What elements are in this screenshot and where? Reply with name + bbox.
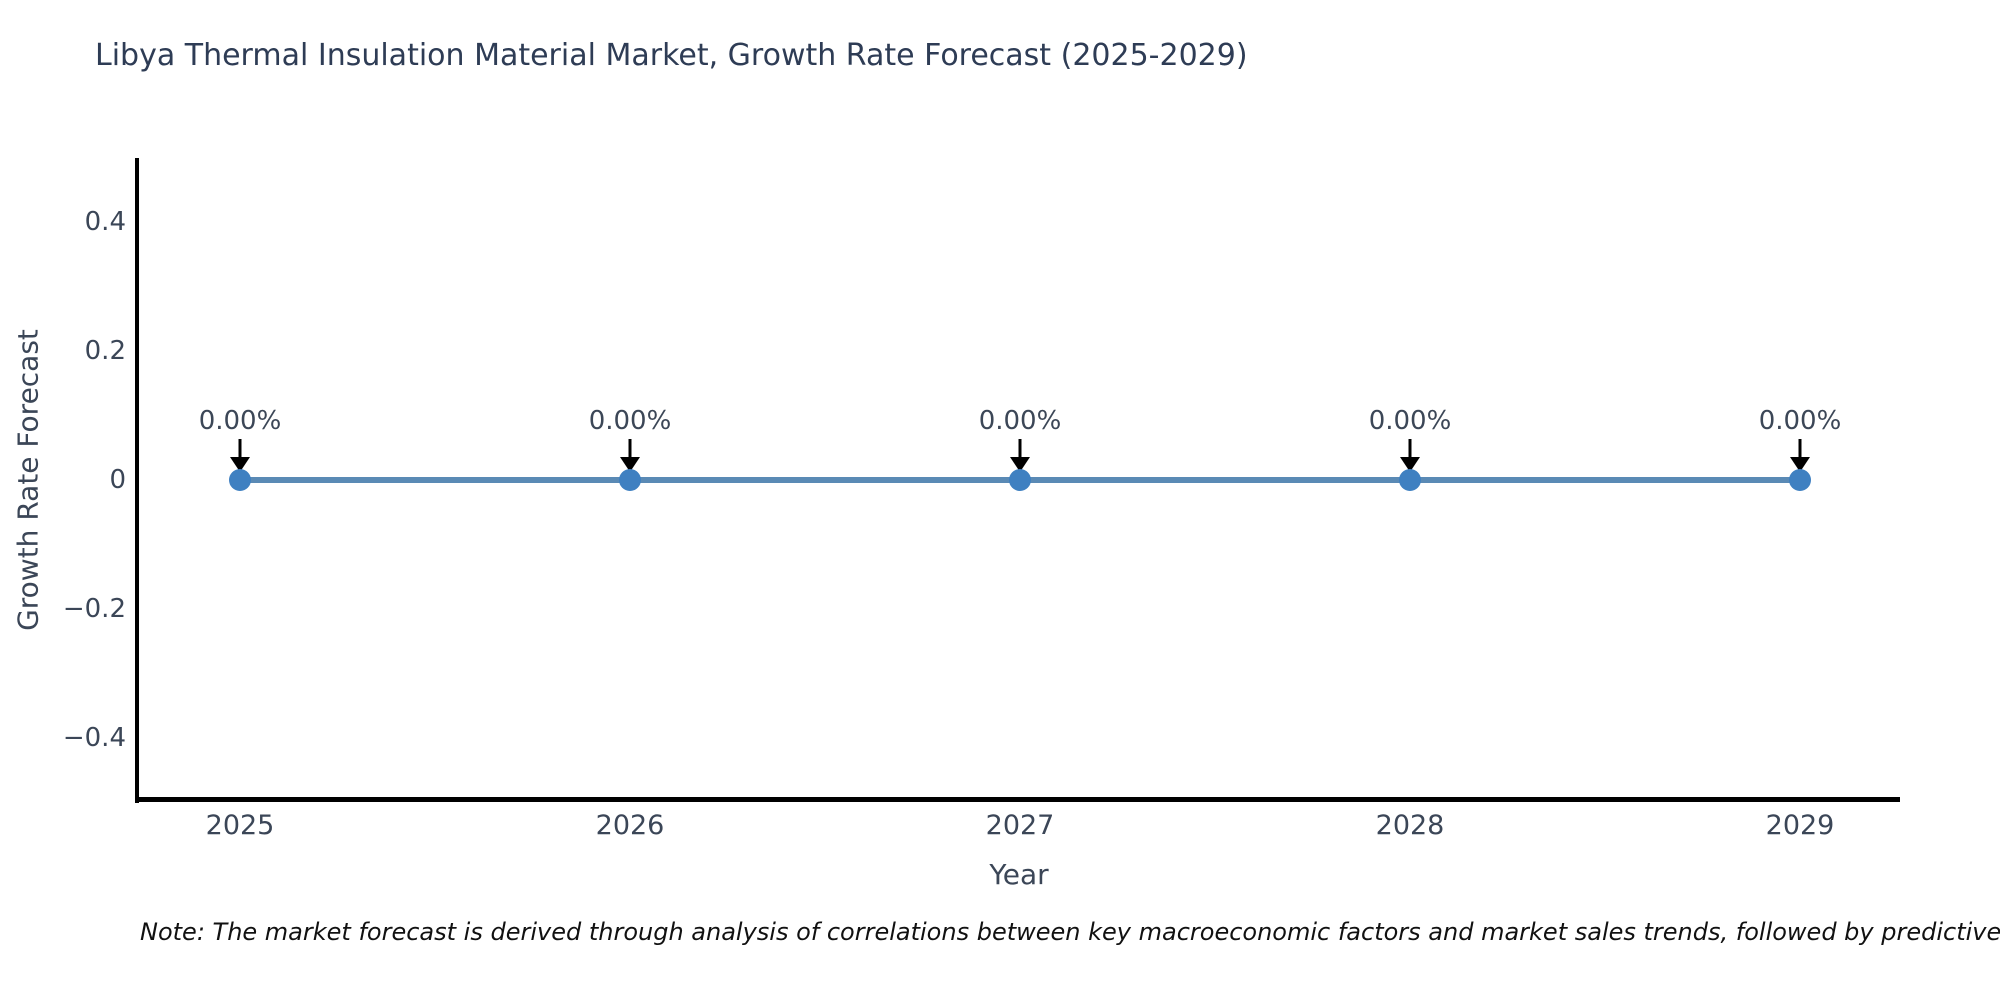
x-tick-label: 2026 [595,810,665,841]
annotation-arrow-stem [628,439,632,459]
x-axis-line [135,797,1900,802]
annotation-arrow-stem [1018,439,1022,459]
annotation-arrow-head [1400,457,1420,472]
chart-title: Libya Thermal Insulation Material Market… [95,38,1248,73]
y-tick-label: −0.4 [62,723,126,753]
point-value-label: 0.00% [588,406,672,436]
point-value-label: 0.00% [978,406,1062,436]
data-point-marker [619,469,641,491]
annotation-arrow-stem [238,439,242,459]
data-point-marker [229,469,251,491]
x-tick-label: 2027 [985,810,1055,841]
data-point-marker [1399,469,1421,491]
x-tick-label: 2029 [1765,810,1835,841]
point-value-label: 0.00% [198,406,282,436]
annotation-arrow-head [230,457,250,472]
x-tick-label: 2028 [1375,810,1445,841]
x-axis-label: Year [989,858,1049,891]
annotation-arrow-head [1010,457,1030,472]
y-tick-label: −0.2 [62,594,126,624]
data-point-marker [1009,469,1031,491]
y-tick-label: 0 [109,465,126,495]
point-value-label: 0.00% [1368,406,1452,436]
x-tick-label: 2025 [205,810,275,841]
point-value-label: 0.00% [1758,406,1842,436]
y-axis-line [135,158,139,803]
annotation-arrow-stem [1408,439,1412,459]
annotation-arrow-head [1790,457,1810,472]
data-point-marker [1789,469,1811,491]
y-tick-label: 0.2 [84,336,126,366]
footnote: Note: The market forecast is derived thr… [140,918,2000,946]
annotation-arrow-head [620,457,640,472]
annotation-arrow-stem [1798,439,1802,459]
y-tick-label: 0.4 [84,207,126,237]
